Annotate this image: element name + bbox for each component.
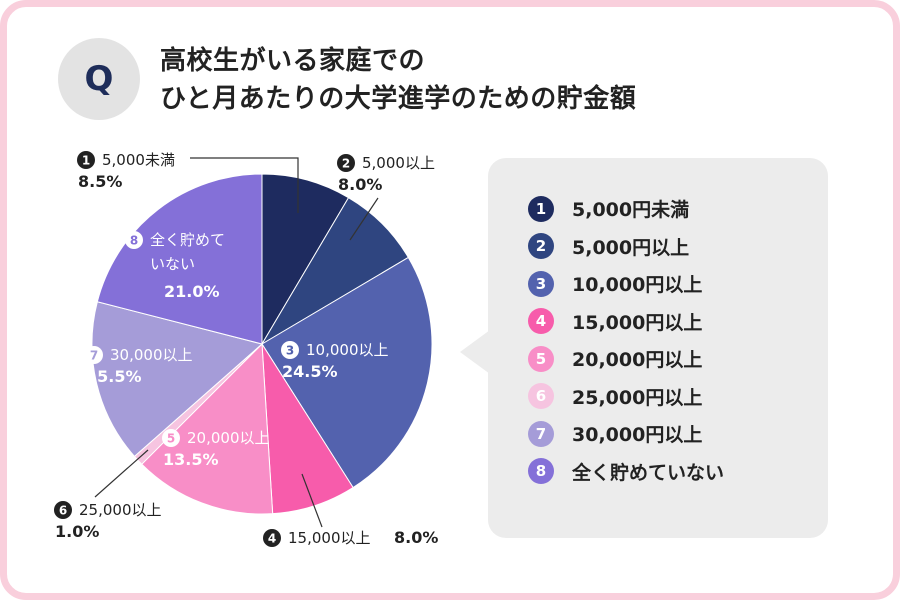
- legend-list: 1 5,000円未満 2 5,000円以上 3 10,000円以上 4 15,000円以上 5 2…: [528, 190, 724, 490]
- slice-label-5: 5 20,000以上 13.5%: [162, 429, 270, 469]
- legend-pointer: [460, 330, 490, 374]
- slice-number-badge-7: [85, 346, 103, 364]
- leader-line-4: [301, 473, 323, 528]
- slice-label-1: 1 5,000未満 8.5%: [77, 151, 299, 213]
- legend-number-badge: 7: [528, 420, 554, 447]
- legend-label: 30,000円以上: [572, 424, 703, 447]
- leader-line-1: [190, 157, 299, 213]
- pie-slice-1: [261, 173, 350, 346]
- legend-label: 5,000円以上: [572, 236, 690, 259]
- legend-number-badge: 1: [528, 195, 554, 222]
- slice-label-3: 3 10,000以上 24.5%: [281, 341, 389, 381]
- slice-number-8: 8: [130, 234, 138, 248]
- slice-name-4: 15,000以上: [288, 529, 371, 547]
- slice-label-6: 6 25,000以上 1.0%: [54, 449, 162, 541]
- slice-name-7: 30,000以上: [110, 346, 193, 364]
- leader-line-2: [349, 197, 379, 241]
- slice-number-badge-4: [263, 529, 281, 547]
- chart-title: 高校生がいる家庭での ひと月あたりの大学進学のための貯金額: [160, 42, 860, 118]
- slice-percent-5: 13.5%: [163, 450, 219, 469]
- pie-slice-8: [96, 173, 263, 345]
- slice-name-5: 20,000以上: [187, 429, 270, 447]
- slice-label-4: 4 15,000以上 8.0%: [263, 473, 438, 547]
- slice-percent-2: 8.0%: [338, 175, 382, 194]
- legend-item-5: 5 20,000円以上: [528, 340, 724, 378]
- legend-item-8: 8 全く貯めていない: [528, 453, 724, 491]
- legend-number-badge: 4: [528, 308, 554, 335]
- slice-number-7: 7: [90, 349, 98, 363]
- slice-number-6: 6: [59, 504, 67, 518]
- legend-label: 20,000円以上: [572, 349, 703, 372]
- legend-label: 10,000円以上: [572, 274, 703, 297]
- slice-number-3: 3: [286, 344, 294, 358]
- legend-label: 15,000円以上: [572, 311, 703, 334]
- chart-title-line-1: 高校生がいる家庭での: [160, 46, 426, 76]
- legend-label: 全く貯めていない: [572, 461, 725, 484]
- legend-number-badge: 2: [528, 233, 554, 260]
- slice-number-badge-2: [337, 154, 355, 172]
- legend-label: 25,000円以上: [572, 386, 703, 409]
- slice-label-8: 8 全く貯めていない 21.0%: [125, 231, 225, 301]
- pie-slice-7: [91, 301, 264, 458]
- slice-number-badge-1: [77, 151, 95, 169]
- slice-number-2: 2: [342, 157, 350, 171]
- slice-percent-6: 1.0%: [55, 522, 99, 541]
- slice-percent-3: 24.5%: [282, 362, 338, 381]
- pie-slice-5: [141, 342, 274, 515]
- pie-slice-3: [261, 256, 433, 489]
- slice-percent-4: 8.0%: [394, 528, 438, 547]
- slice-name-2: 5,000以上: [362, 154, 435, 172]
- chart-title-line-2: ひと月あたりの大学進学のための貯金額: [160, 84, 637, 114]
- legend-label: 5,000円未満: [572, 199, 690, 222]
- question-badge: Q: [58, 38, 140, 120]
- legend-item-1: 1 5,000円未満: [528, 190, 724, 228]
- legend-item-3: 3 10,000円以上: [528, 265, 724, 303]
- slice-name-line2-8: いない: [150, 255, 195, 273]
- legend-number-badge: 3: [528, 270, 554, 297]
- slice-name-1: 5,000未満: [102, 151, 175, 169]
- slice-percent-7: 15.5%: [86, 367, 142, 386]
- slice-name-6: 25,000以上: [79, 501, 162, 519]
- legend-item-6: 6 25,000円以上: [528, 378, 724, 416]
- legend-item-4: 4 15,000円以上: [528, 303, 724, 341]
- question-badge-letter: Q: [84, 59, 114, 99]
- slice-label-2: 2 5,000以上 8.0%: [337, 154, 435, 241]
- slice-label-7: 7 30,000以上 15.5%: [85, 346, 193, 386]
- legend-number-badge: 6: [528, 383, 554, 410]
- slice-number-4: 4: [268, 532, 276, 546]
- legend-item-2: 2 5,000円以上: [528, 228, 724, 266]
- legend-item-7: 7 30,000円以上: [528, 415, 724, 453]
- slice-number-badge-5: [162, 429, 180, 447]
- leader-line-6: [94, 449, 149, 498]
- slice-name-3: 10,000以上: [306, 341, 389, 359]
- slice-percent-1: 8.5%: [78, 172, 122, 191]
- slice-percent-8: 21.0%: [164, 282, 220, 301]
- slice-number-badge-3: [281, 341, 299, 359]
- slice-number-badge-6: [54, 501, 72, 519]
- legend-number-badge: 8: [528, 458, 554, 485]
- slice-number-5: 5: [167, 432, 175, 446]
- legend-number-badge: 5: [528, 345, 554, 372]
- slice-number-1: 1: [82, 154, 90, 168]
- slice-name-8: 全く貯めて: [150, 231, 225, 249]
- slice-number-badge-8: [125, 231, 143, 249]
